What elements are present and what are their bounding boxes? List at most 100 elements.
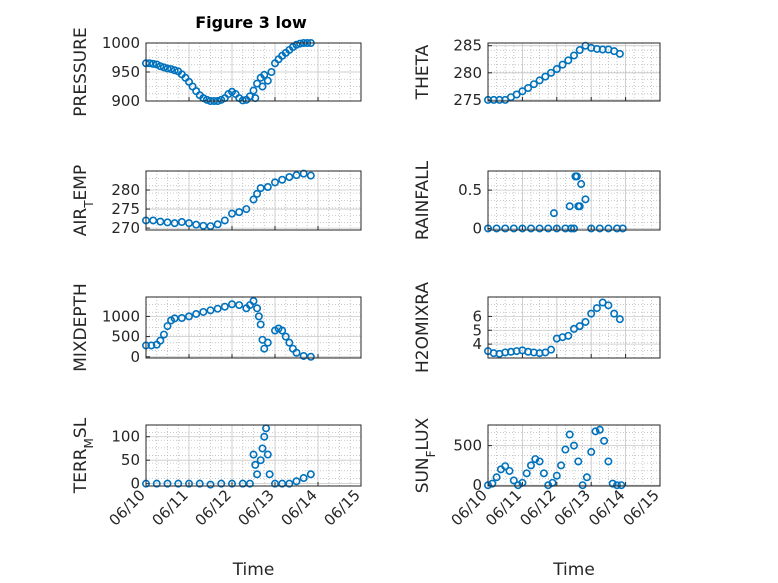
data-point — [509, 224, 518, 233]
axes-box — [145, 42, 362, 102]
data-point — [604, 457, 613, 466]
axes-box — [145, 424, 362, 487]
data-point — [581, 195, 590, 204]
x-tick-label: 06/15 — [321, 486, 364, 529]
data-point — [492, 473, 501, 482]
y-tick-label: 950 — [111, 63, 140, 81]
data-point — [574, 457, 583, 466]
axes-box — [487, 296, 661, 359]
data-point — [608, 479, 617, 488]
data-point — [238, 96, 247, 105]
data-point — [296, 39, 305, 48]
y-tick-label: 50 — [121, 451, 140, 469]
data-point — [167, 65, 176, 74]
data-point — [163, 479, 172, 488]
data-point — [163, 322, 172, 331]
data-point — [256, 456, 265, 465]
data-point — [587, 224, 596, 233]
data-point — [547, 68, 556, 77]
x-tick-label: 06/11 — [482, 486, 525, 529]
x-tick-label: 06/14 — [278, 486, 321, 529]
data-point — [213, 220, 222, 229]
data-point — [567, 224, 576, 233]
data-point — [569, 441, 578, 450]
y-tick-label: 270 — [111, 219, 140, 237]
data-point — [604, 224, 613, 233]
data-point — [595, 425, 604, 434]
data-point — [615, 49, 624, 58]
data-point — [281, 332, 290, 341]
x-tick-label: 06/15 — [620, 486, 663, 529]
data-point — [251, 460, 260, 469]
y-tick-label: 1000 — [102, 34, 140, 52]
data-point — [267, 68, 276, 77]
data-point — [299, 474, 308, 483]
data-point — [249, 450, 258, 459]
data-point — [522, 469, 531, 478]
data-point — [501, 224, 510, 233]
y-tick-label: 280 — [111, 181, 140, 199]
y-tick-label: 1000 — [102, 307, 140, 325]
data-point — [565, 202, 574, 211]
data-point — [253, 189, 262, 198]
figure-title: Figure 3 low — [195, 13, 307, 32]
data-point — [185, 219, 194, 228]
data-point — [265, 470, 274, 479]
data-point — [535, 457, 544, 466]
data-point — [213, 304, 222, 313]
data-point — [170, 66, 179, 75]
data-point — [569, 224, 578, 233]
data-point — [156, 217, 165, 226]
subplot-4: 0 0.5 RAINFALL — [413, 160, 661, 240]
data-point — [278, 326, 287, 335]
data-point — [558, 60, 567, 69]
data-point — [174, 479, 183, 488]
data-point — [170, 219, 179, 228]
x-tick-label: 06/10 — [106, 486, 149, 529]
data-point — [578, 481, 587, 490]
data-point — [587, 447, 596, 456]
y-tick-label: 0 — [130, 475, 140, 493]
y-tick-label: 0 — [472, 476, 482, 494]
data-point — [185, 479, 194, 488]
data-point — [220, 302, 229, 311]
data-point — [535, 76, 544, 85]
data-point — [539, 469, 548, 478]
y-axis-label: TERRMSL — [71, 417, 96, 494]
subplot-7: 0 50 100 06/10 06/11 06/12 06/13 06/14 06/15 TERR… — [71, 417, 364, 580]
data-point — [177, 218, 186, 227]
data-point — [263, 338, 272, 347]
data-point — [604, 301, 613, 310]
data-point — [149, 59, 158, 68]
data-point — [547, 345, 556, 354]
data-point — [306, 352, 315, 361]
data-point — [192, 309, 201, 318]
data-point — [206, 480, 215, 489]
data-point — [159, 330, 168, 339]
x-tick-label: 06/12 — [516, 486, 559, 529]
data-point — [159, 63, 168, 72]
data-point — [202, 95, 211, 104]
data-point — [156, 62, 165, 71]
data-point — [152, 479, 161, 488]
data-point — [256, 184, 265, 193]
data-point — [263, 182, 272, 191]
data-point — [163, 64, 172, 73]
data-point — [575, 322, 584, 331]
data-point — [299, 169, 308, 178]
data-point — [228, 479, 237, 488]
data-point — [228, 300, 237, 309]
data-point — [581, 317, 590, 326]
data-point — [249, 86, 258, 95]
data-point — [518, 87, 527, 96]
data-point — [228, 209, 237, 218]
data-point — [292, 171, 301, 180]
y-axis-label: SUNFLUX — [413, 417, 438, 493]
data-point — [561, 445, 570, 454]
data-point — [306, 171, 315, 180]
data-point — [195, 479, 204, 488]
data-point — [217, 479, 226, 488]
data-point — [592, 304, 601, 313]
